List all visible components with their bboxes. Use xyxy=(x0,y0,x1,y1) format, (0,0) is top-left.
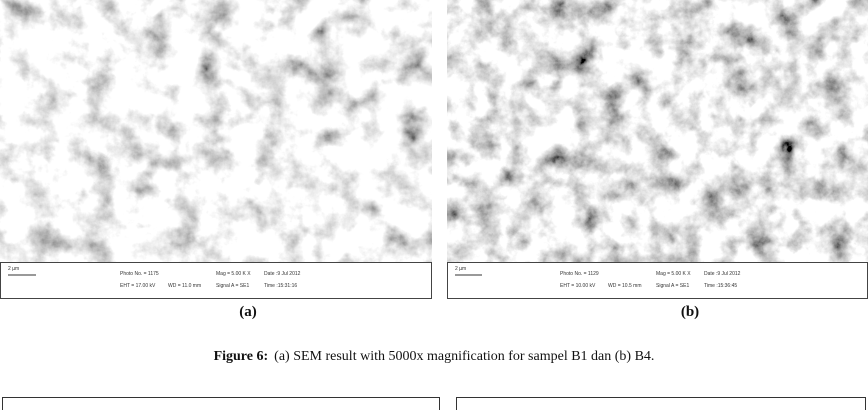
info-text: WD = 11.0 mm xyxy=(168,283,201,289)
sem-image-a xyxy=(0,0,432,262)
info-text: Mag = 5.00 K X xyxy=(656,271,691,277)
next-figure-box xyxy=(457,398,866,410)
info-text: Signal A = SE1 xyxy=(216,283,249,289)
info-text: Time :15:36:45 xyxy=(704,283,737,289)
scale-label: 2 µm xyxy=(455,266,466,272)
panel-label: (b) xyxy=(681,304,699,320)
caption-number: Figure 6: xyxy=(214,349,269,364)
figure: 2 µm 2 µm Photo No. = 1175 EHT = 17.00 kV… xyxy=(0,0,868,410)
info-text: EHT = 17.00 kV xyxy=(120,283,156,289)
info-text: Mag = 5.00 K X xyxy=(216,271,251,277)
scale-label: 2 µm xyxy=(8,266,19,272)
caption-text: (a) SEM result with 5000x magnification … xyxy=(274,349,654,364)
info-text: Date :9 Jul 2012 xyxy=(704,271,741,277)
info-text: WD = 10.5 mm xyxy=(608,283,641,289)
sem-image-b xyxy=(447,0,868,262)
page: 2 µm 2 µm Photo No. = 1175 EHT = 17.00 kV… xyxy=(0,0,868,410)
info-bar-b xyxy=(448,263,868,299)
caption: Figure 6: (a) SEM result with 5000x magni… xyxy=(214,349,655,364)
info-text: Time :15:31:16 xyxy=(264,283,297,289)
info-text: Photo No. = 1129 xyxy=(560,271,599,277)
info-text: Date :9 Jul 2012 xyxy=(264,271,301,277)
info-bar-a xyxy=(1,263,432,299)
info-text: Signal A = SE1 xyxy=(656,283,689,289)
next-figure-box xyxy=(3,398,440,410)
panel-label: (a) xyxy=(239,304,257,320)
info-text: Photo No. = 1175 xyxy=(120,271,159,277)
info-text: EHT = 10.00 kV xyxy=(560,283,596,289)
